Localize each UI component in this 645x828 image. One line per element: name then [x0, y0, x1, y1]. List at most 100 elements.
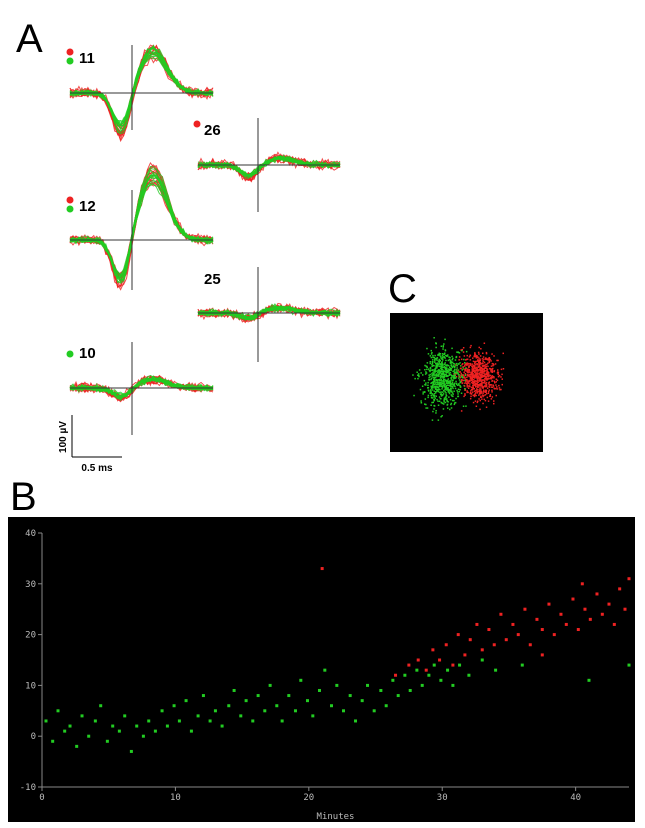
- cluster-dot: [427, 394, 430, 397]
- cluster-dot: [465, 359, 467, 361]
- cluster-dot: [441, 368, 444, 371]
- cluster-dot: [481, 380, 483, 383]
- cluster-dot: [435, 370, 437, 372]
- cluster-dot: [491, 353, 493, 355]
- cluster-dot: [453, 399, 455, 402]
- cluster-dot: [488, 376, 490, 378]
- cluster-dot: [442, 380, 444, 382]
- cluster-dot: [443, 376, 445, 378]
- cluster-dot: [477, 360, 480, 362]
- cluster-dot: [476, 364, 479, 366]
- cluster-dot: [454, 377, 456, 380]
- point: [141, 734, 145, 738]
- cluster-dot: [437, 383, 439, 386]
- cluster-dot: [451, 379, 454, 381]
- cluster-dot: [459, 362, 461, 364]
- channel-label: 12: [79, 198, 96, 215]
- cluster-dot: [481, 385, 484, 388]
- cluster-dot: [431, 361, 434, 363]
- cluster-dot: [483, 372, 485, 375]
- cluster-dot: [447, 401, 449, 403]
- cluster-dot: [436, 379, 438, 382]
- point: [564, 622, 568, 626]
- cluster-dot: [444, 368, 446, 370]
- cluster-dot: [444, 386, 446, 388]
- cluster-dot: [437, 386, 439, 388]
- cluster-dot: [425, 403, 427, 406]
- cluster-dot: [439, 381, 442, 384]
- cluster-dot: [444, 352, 446, 354]
- cluster-dot: [457, 372, 459, 374]
- cluster-dot: [428, 390, 430, 392]
- panel-label: B: [10, 475, 37, 519]
- point: [172, 704, 176, 708]
- cluster-dot: [443, 403, 445, 405]
- cluster-dot: [427, 387, 430, 389]
- point: [268, 683, 272, 687]
- cluster-dot: [482, 368, 484, 371]
- cluster-dot: [435, 346, 437, 349]
- cluster-dot: [475, 386, 477, 388]
- cluster-dot: [472, 357, 474, 359]
- cluster-dot: [442, 381, 445, 383]
- cluster-dot: [475, 357, 478, 359]
- cluster-dot: [484, 391, 487, 393]
- cluster-dot: [440, 384, 443, 386]
- cluster-dot: [443, 353, 445, 355]
- cluster-dot: [463, 377, 465, 379]
- cluster-dot: [442, 385, 445, 387]
- cluster-dot: [493, 380, 496, 382]
- cluster-dot: [485, 363, 487, 366]
- cluster-dot: [431, 362, 434, 364]
- cluster-dot: [490, 371, 492, 373]
- cluster-dot: [433, 399, 435, 402]
- cluster-dot: [432, 356, 434, 359]
- cluster-dot: [423, 379, 426, 382]
- cluster-dot: [479, 391, 482, 393]
- cluster-dot: [502, 352, 504, 355]
- cluster-dot: [440, 356, 442, 358]
- cluster-dot: [480, 369, 482, 372]
- cluster-dot: [429, 366, 432, 369]
- cluster-dot: [496, 372, 499, 374]
- cluster-dot: [441, 386, 444, 388]
- cluster-dot: [448, 396, 450, 398]
- cluster-dot: [476, 383, 478, 385]
- cluster-dot: [485, 351, 488, 354]
- cluster-dot: [445, 385, 448, 388]
- cluster-dot: [465, 379, 467, 381]
- cluster-dot: [447, 391, 449, 393]
- cluster-dot: [493, 376, 495, 378]
- cluster-dot: [432, 394, 434, 397]
- cluster-dot: [446, 369, 448, 372]
- cluster-dot: [489, 358, 492, 361]
- cluster-dot: [449, 382, 452, 385]
- cluster-dot: [493, 402, 495, 405]
- cluster-dot: [443, 389, 445, 392]
- point: [80, 714, 84, 718]
- cluster-dot: [444, 349, 447, 351]
- cluster-dot: [451, 399, 454, 402]
- cluster-dot: [478, 379, 481, 381]
- cluster-dot: [474, 374, 476, 376]
- cluster-dot: [482, 375, 485, 378]
- cluster-dot: [486, 375, 488, 378]
- cluster-dot: [472, 380, 474, 383]
- cluster-dot: [451, 392, 454, 394]
- cluster-dot: [426, 366, 428, 368]
- cluster-dot: [432, 354, 434, 357]
- cluster-dot: [476, 392, 479, 394]
- cluster-dot: [434, 385, 437, 388]
- cluster-dot: [433, 380, 435, 383]
- cluster-dot: [481, 385, 483, 387]
- cluster-dot: [488, 374, 490, 377]
- cluster-dot: [433, 404, 435, 407]
- cluster-dot: [491, 368, 493, 371]
- cluster-dot: [449, 398, 452, 401]
- cluster-dot: [479, 358, 481, 360]
- cluster-dot: [458, 379, 461, 381]
- channel-label: 25: [204, 271, 221, 288]
- cluster-dot: [453, 377, 455, 380]
- cluster-dot: [445, 373, 447, 376]
- cluster-dot: [455, 376, 457, 379]
